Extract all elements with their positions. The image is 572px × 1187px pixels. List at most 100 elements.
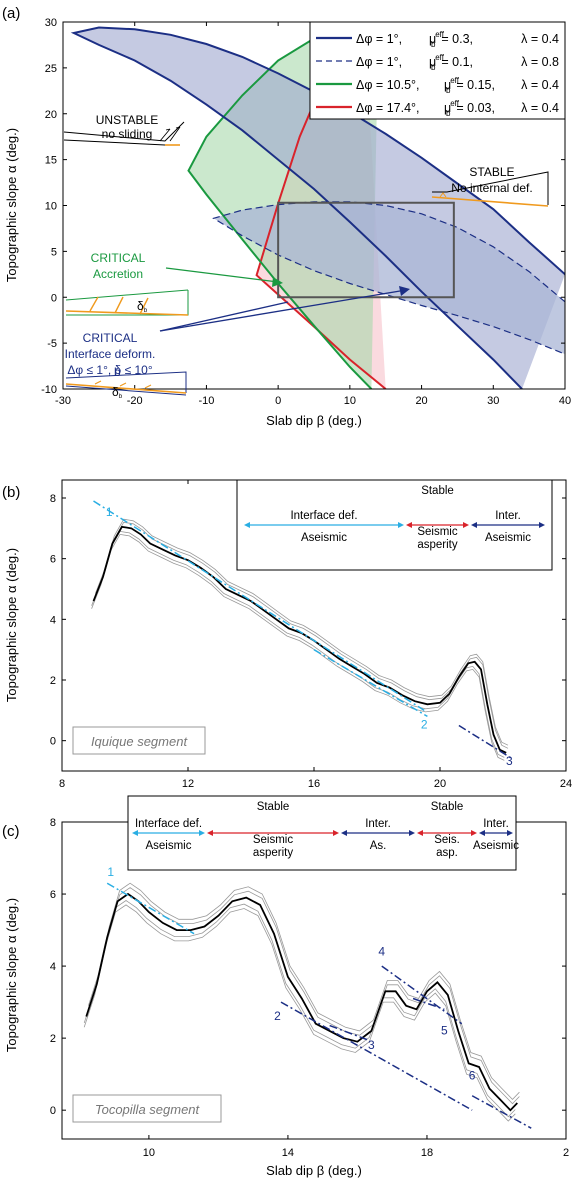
critical-accretion-arrowhead: [272, 277, 283, 287]
legend-mu-symbol: μ: [429, 32, 436, 46]
y-tick-label: 25: [45, 63, 57, 75]
legend-mu-superscript: eff: [435, 30, 445, 39]
critical-accretion-subtitle: Accretion: [93, 267, 143, 281]
behaviour-arrowhead-right-4: [471, 830, 477, 836]
behaviour-arrowhead-right-1: [398, 522, 404, 528]
legend-mu-value: = 0.1,: [441, 55, 473, 69]
profile-mean-line: [85, 892, 518, 1112]
y-tick-label: 6: [50, 554, 56, 566]
behaviour-arrowhead-right-3: [539, 522, 545, 528]
behaviour-arrowhead-left-1: [132, 830, 138, 836]
y-tick-label: 0: [51, 292, 57, 304]
legend-mu-superscript: eff: [435, 53, 445, 62]
accretion-delta-label: δb: [137, 299, 148, 314]
fit-label-4: 4: [378, 944, 385, 958]
critical-interface-arrow-1: [159, 290, 401, 332]
legend-lambda-1: λ = 0.4: [521, 32, 559, 46]
profile-envelope-2: [88, 882, 520, 1100]
panel-a-label: (a): [2, 5, 20, 22]
region-boundary-2: [212, 201, 565, 355]
behaviour-bottom-label-2: asperity: [417, 539, 458, 551]
accretion-wedge-icon: δb: [65, 289, 189, 316]
x-tick-label: 18: [421, 1147, 433, 1159]
x-tick-label: 12: [182, 778, 194, 790]
profile-envelope-4: [88, 887, 520, 1105]
fit-label-2: 2: [421, 718, 428, 732]
behaviour-arrowhead-left-3: [471, 522, 477, 528]
critical-accretion-arrow: [165, 267, 279, 283]
behaviour-mid-label-1: Interface def.: [290, 510, 357, 522]
profile-envelope-1: [83, 904, 516, 1122]
y-tick-label: -5: [47, 338, 57, 350]
behaviour-bottom-label-2: Seismic: [253, 834, 294, 846]
profile-envelope-1: [91, 533, 505, 761]
legend-box: [309, 21, 566, 120]
x-tick-label: 20: [415, 395, 427, 407]
behaviour-arrowhead-right-2: [463, 522, 469, 528]
panel-b-ylabel: Topographic slope α (deg.): [4, 548, 19, 702]
fit-line-2: [280, 1001, 473, 1111]
profile-envelope-4: [95, 521, 509, 749]
legend-mu-2: μeff b = 0.1,: [429, 53, 473, 72]
legend: Δφ = 1°, μeff b = 0.3, λ = 0.4Δφ = 1°, μeff b =…: [309, 21, 566, 120]
fit-label-3: 3: [506, 754, 513, 768]
legend-mu-symbol: μ: [444, 78, 451, 92]
panel-a-ylabel: Topographic slope α (deg.): [4, 128, 19, 282]
legend-mu-4: μeff b = 0.03,: [444, 99, 495, 118]
y-tick-label: 0: [50, 1105, 56, 1117]
fit-line-2: [313, 649, 428, 718]
behaviour-arrowhead-right-2: [333, 830, 339, 836]
region-boundary-1: [70, 26, 565, 389]
x-tick-label: -20: [127, 395, 143, 407]
behaviour-arrowhead-left-2: [406, 522, 412, 528]
stable-title: STABLE: [469, 165, 514, 179]
panel-a-ticks: -30 -20 -10 0 10 20 30 40 -10 -5 0 5 10 15 20 25 30: [41, 17, 571, 407]
fit-line-1: [93, 500, 425, 711]
legend-mu-1: μeff b = 0.3,: [429, 30, 473, 49]
behaviour-arrowhead-right-3: [409, 830, 415, 836]
behaviour-bottom-label-2: Seismic: [417, 526, 458, 538]
behaviour-top-label-4: Stable: [431, 801, 464, 813]
behaviour-bottom-label-1: Aseismic: [145, 840, 191, 852]
fit-label-2: 2: [274, 1009, 281, 1023]
behaviour-arrowhead-right-5: [507, 830, 513, 836]
x-tick-label: 40: [559, 395, 571, 407]
annotation-unstable: UNSTABLE no sliding: [63, 113, 185, 146]
segment-label-tocopilla: Tocopilla segment: [95, 1102, 201, 1117]
fit-line-6: [471, 1095, 532, 1129]
interface-wedge-icon: δb: [65, 371, 187, 400]
behaviour-arrowhead-left-2: [207, 830, 213, 836]
behaviour-arrowhead-left-3: [341, 830, 347, 836]
behaviour-bottom-label-5: Aseismic: [473, 840, 519, 852]
behaviour-mid-label-1: Interface def.: [135, 818, 202, 830]
panel-c-xlabel: Slab dip β (deg.): [266, 1163, 362, 1178]
behaviour-bottom-label-2: asperity: [253, 847, 294, 859]
fit-label-3: 3: [368, 1038, 375, 1052]
x-tick-label: 8: [59, 778, 65, 790]
y-tick-label: 2: [50, 1033, 56, 1045]
legend-lambda-2: λ = 0.8: [521, 55, 559, 69]
panel-c: (c) 1 2 3 4 5 6 10 14 18 2 0 2 4 6 8 Slab dip β (deg.…: [2, 795, 569, 1178]
region-fill-2: [213, 201, 565, 355]
legend-mu-value: = 0.3,: [441, 32, 473, 46]
behaviour-bottom-label-3: Aseismic: [485, 532, 531, 544]
legend-mu-3: μeff b = 0.15,: [444, 76, 495, 95]
legend-mu-superscript: eff: [450, 76, 460, 85]
critical-accretion-title: CRITICAL: [91, 251, 146, 265]
critical-interface-subtitle: Interface deform.: [65, 347, 156, 361]
profile-envelope-3: [83, 900, 516, 1118]
legend-mu-symbol: μ: [429, 55, 436, 69]
behaviour-bottom-label-4: Seis.: [434, 834, 460, 846]
y-tick-label: 8: [50, 493, 56, 505]
legend-mu-subscript: b: [446, 109, 451, 118]
critical-interface-title: CRITICAL: [83, 331, 138, 345]
unstable-subtitle: no sliding: [102, 127, 153, 141]
legend-mu-symbol: μ: [444, 101, 451, 115]
legend-dphi-1: Δφ = 1°,: [356, 32, 402, 46]
panel-a-xlabel: Slab dip β (deg.): [266, 413, 362, 428]
fit-label-1: 1: [106, 505, 113, 519]
legend-dphi-2: Δφ = 1°,: [356, 55, 402, 69]
stable-wedge-icon: [431, 171, 549, 207]
